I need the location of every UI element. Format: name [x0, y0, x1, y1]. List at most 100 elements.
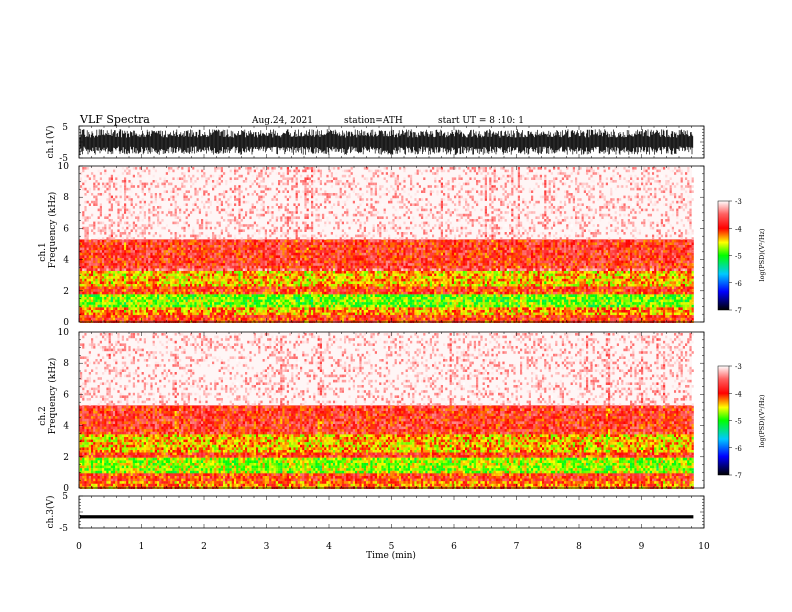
- spectrogram-cell: [165, 294, 168, 297]
- spectrogram-cell: [84, 310, 87, 313]
- spectrogram-cell: [104, 299, 107, 303]
- spectrogram-cell: [209, 200, 212, 204]
- spectrogram-cell: [121, 167, 124, 170]
- spectrogram-cell: [240, 281, 243, 284]
- spectrogram-cell: [306, 268, 309, 271]
- spectrogram-cell: [256, 284, 259, 287]
- spectrogram-cell: [102, 299, 105, 303]
- spectrogram-cell: [269, 297, 272, 300]
- spectrogram-cell: [302, 180, 305, 183]
- spectrogram-cell: [212, 310, 215, 313]
- spectrogram-cell: [236, 260, 239, 264]
- spectrogram-cell: [117, 265, 120, 269]
- spectrogram-cell: [152, 304, 155, 308]
- spectrogram-cell: [240, 252, 243, 256]
- spectrogram-cell: [124, 315, 127, 318]
- spectrogram-cell: [212, 299, 215, 303]
- spectrogram-cell: [249, 297, 252, 300]
- spectrogram-cell: [238, 260, 241, 264]
- spectrogram-cell: [293, 239, 296, 243]
- spectrogram-cell: [124, 169, 127, 173]
- spectrogram-cell: [176, 258, 179, 261]
- spectrogram-cell: [121, 245, 124, 248]
- spectrogram-cell: [249, 289, 252, 292]
- spectrogram-cell: [146, 310, 149, 313]
- spectrogram-cell: [322, 294, 325, 297]
- spectrogram-cell: [271, 265, 274, 269]
- spectrogram-cell: [284, 247, 287, 251]
- spectrogram-cell: [82, 167, 85, 170]
- spectrogram-cell: [128, 271, 131, 274]
- spectrogram-cell: [304, 226, 307, 230]
- spectrogram-cell: [317, 294, 320, 297]
- spectrogram-cell: [128, 284, 131, 287]
- spectrogram-cell: [185, 315, 188, 318]
- spectrogram-cell: [207, 242, 210, 245]
- spectrogram-cell: [187, 289, 190, 292]
- spectrogram-cell: [174, 185, 177, 188]
- spectrogram-cell: [194, 258, 197, 261]
- spectrogram-cell: [271, 213, 274, 217]
- spectrogram-cell: [311, 265, 314, 269]
- spectrogram-cell: [306, 273, 309, 277]
- spectrogram-cell: [106, 250, 109, 253]
- spectrogram-cell: [187, 252, 190, 256]
- spectrogram-cell: [196, 177, 199, 180]
- spectrogram-cell: [227, 203, 230, 206]
- spectrogram-cell: [205, 255, 208, 258]
- spectrogram-cell: [132, 310, 135, 313]
- spectrogram-cell: [311, 211, 314, 214]
- spectrogram-cell: [115, 278, 118, 282]
- spectrogram-cell: [201, 284, 204, 287]
- spectrogram-cell: [194, 193, 197, 196]
- spectrogram-cell: [141, 234, 144, 238]
- spectrogram-cell: [115, 286, 118, 290]
- spectrogram-cell: [295, 255, 298, 258]
- spectrogram-cell: [93, 203, 96, 206]
- spectrogram-cell: [218, 289, 221, 292]
- spectrogram-cell: [278, 291, 281, 295]
- spectrogram-cell: [275, 239, 278, 243]
- spectrogram-cell: [218, 268, 221, 271]
- spectrogram-cell: [317, 260, 320, 264]
- spectrogram-cell: [322, 252, 325, 256]
- spectrogram-cell: [262, 304, 265, 308]
- spectrogram-cell: [231, 271, 234, 274]
- spectrogram-cell: [209, 180, 212, 183]
- spectrogram-cell: [139, 307, 142, 310]
- spectrogram-cell: [82, 169, 85, 173]
- spectrogram-cell: [154, 198, 157, 201]
- spectrogram-cell: [264, 307, 267, 310]
- spectrogram-cell: [275, 195, 278, 199]
- spectrogram-cell: [289, 304, 292, 308]
- spectrogram-cell: [86, 281, 89, 284]
- spectrogram-cell: [115, 255, 118, 258]
- spectrogram-cell: [110, 229, 113, 232]
- spectrogram-cell: [104, 242, 107, 245]
- spectrogram-cell: [284, 268, 287, 271]
- spectrogram-cell: [185, 289, 188, 292]
- spectrogram-cell: [104, 260, 107, 264]
- spectrogram-cell: [172, 263, 175, 266]
- spectrogram-cell: [324, 250, 327, 253]
- spectrogram-cell: [300, 276, 303, 279]
- spectrogram-cell: [80, 265, 83, 269]
- spectrogram-cell: [234, 307, 237, 310]
- spectrogram-cell: [135, 245, 138, 248]
- ch1-waveform-panel: 5 -5 ch.1(V): [45, 123, 705, 164]
- spectrogram-cell: [236, 281, 239, 284]
- spectrogram-cell: [183, 193, 186, 196]
- spectrogram-cell: [306, 252, 309, 256]
- spectrogram-cell: [220, 291, 223, 295]
- spectrogram-cell: [196, 302, 199, 305]
- spectrogram-cell: [194, 312, 197, 316]
- spectrogram-cell: [236, 221, 239, 225]
- spectrogram-cell: [297, 307, 300, 310]
- spectrogram-cell: [159, 234, 162, 238]
- spectrogram-cell: [289, 299, 292, 303]
- spectrogram-cell: [256, 310, 259, 313]
- spectrogram-cell: [119, 250, 122, 253]
- spectrogram-cell: [157, 182, 160, 186]
- spectrogram-cell: [172, 187, 175, 191]
- spectrogram-cell: [278, 182, 281, 186]
